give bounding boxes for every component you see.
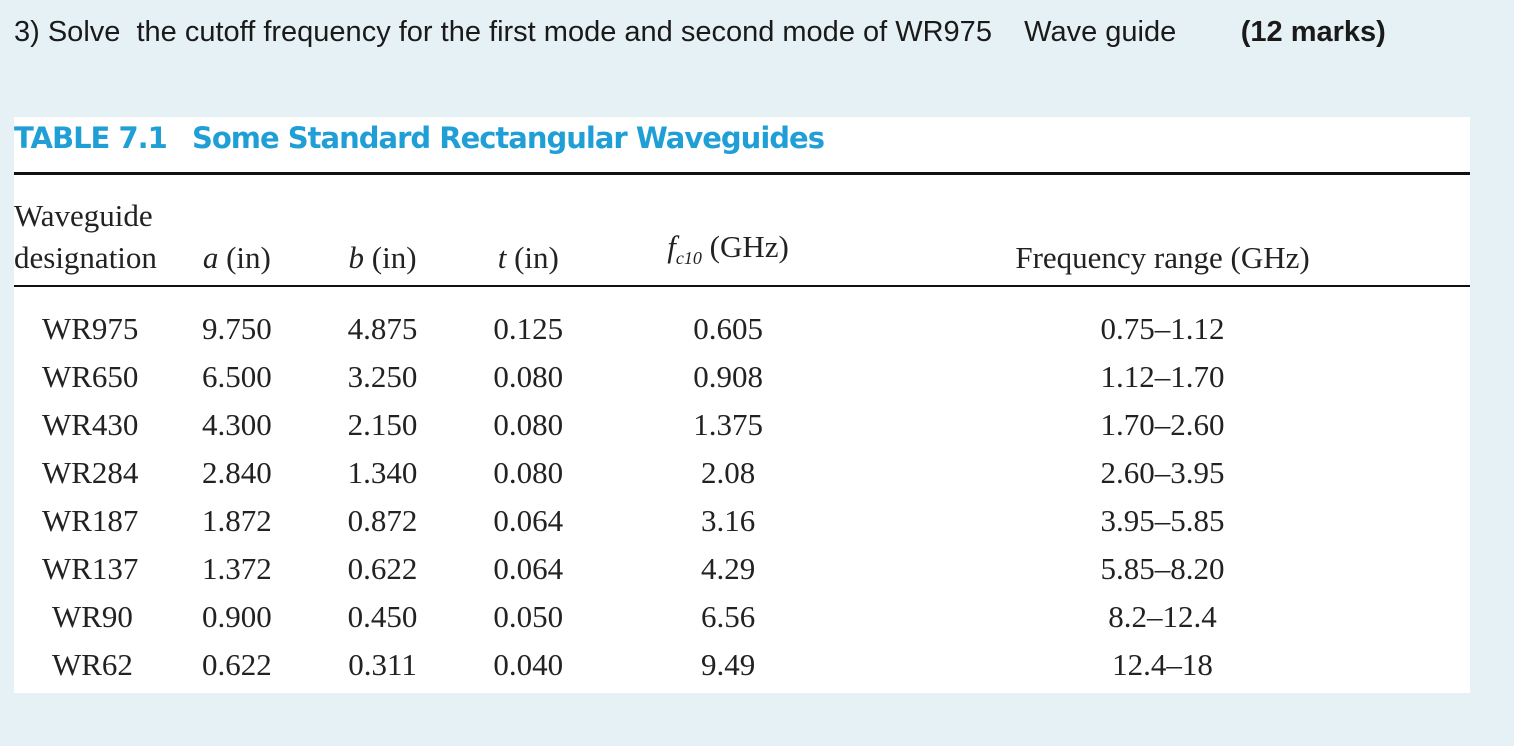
header-text: designation bbox=[14, 240, 157, 275]
header-cell: fc10 (GHz) bbox=[601, 187, 855, 285]
value-cell: 4.875 bbox=[347, 311, 418, 346]
value-cell: 3.250 bbox=[347, 359, 418, 394]
table-row: WR650 6.500 3.250 0.080 0.908 1.12–1.70 bbox=[14, 353, 1470, 401]
table-row: WR137 1.372 0.622 0.064 4.29 5.85–8.20 bbox=[14, 545, 1470, 593]
value-cell: 0.908 bbox=[693, 359, 763, 394]
question-text: 3) Solve the cutoff frequency for the fi… bbox=[14, 16, 1177, 48]
table-row: WR62 0.622 0.311 0.040 9.49 12.4–18 bbox=[14, 641, 1470, 689]
value-cell: 0.872 bbox=[347, 503, 418, 538]
header-cell: Waveguide designation bbox=[14, 187, 164, 285]
value-cell: 0.064 bbox=[493, 503, 564, 538]
value-cell: 9.49 bbox=[700, 647, 756, 682]
value-cell: 1.375 bbox=[693, 407, 763, 442]
header-cell: Frequency range (GHz) bbox=[855, 187, 1470, 285]
value-cell: 0.080 bbox=[493, 359, 564, 394]
table-title: Some Standard Rectangular Waveguides bbox=[192, 121, 825, 155]
header-symbol: f bbox=[667, 228, 676, 264]
value-cell: 0.75–1.12 bbox=[1100, 311, 1225, 346]
value-cell: 12.4–18 bbox=[1112, 647, 1213, 682]
header-symbol: a bbox=[202, 240, 219, 275]
value-cell: 1.70–2.60 bbox=[1100, 407, 1225, 442]
value-cell: 2.150 bbox=[347, 407, 418, 442]
value-cell: 4.300 bbox=[201, 407, 272, 442]
header-text: Waveguide bbox=[14, 198, 153, 233]
value-cell: 4.29 bbox=[700, 551, 756, 586]
value-cell: 3.95–5.85 bbox=[1100, 503, 1225, 538]
header-symbol: t bbox=[497, 240, 507, 275]
value-cell: 0.900 bbox=[201, 599, 272, 634]
header-symbol: b bbox=[348, 240, 365, 275]
header-unit: (in) bbox=[371, 240, 417, 275]
value-cell: 6.500 bbox=[201, 359, 272, 394]
designation-cell: WR650 bbox=[42, 359, 139, 394]
value-cell: 3.16 bbox=[700, 503, 756, 538]
header-row: Waveguide designation a (in) b (in) t (in… bbox=[14, 187, 1470, 285]
table-panel: TABLE 7.1 Some Standard Rectangular Waveg… bbox=[14, 117, 1470, 693]
table-row: WR284 2.840 1.340 0.080 2.08 2.60–3.95 bbox=[14, 449, 1470, 497]
value-cell: 0.450 bbox=[347, 599, 418, 634]
value-cell: 0.311 bbox=[348, 647, 417, 682]
designation-cell: WR430 bbox=[42, 407, 139, 442]
value-cell: 6.56 bbox=[700, 599, 756, 634]
waveguide-table: Waveguide designation a (in) b (in) t (in… bbox=[14, 187, 1470, 689]
question: 3) Solve the cutoff frequency for the fi… bbox=[14, 8, 1434, 56]
header-subscript: c10 bbox=[675, 248, 702, 268]
table-label: TABLE 7.1 bbox=[14, 121, 168, 155]
value-cell: 0.622 bbox=[347, 551, 418, 586]
designation-cell: WR62 bbox=[52, 647, 133, 682]
header-cell: t (in) bbox=[455, 187, 601, 285]
value-cell: 0.064 bbox=[493, 551, 564, 586]
table-caption: TABLE 7.1 Some Standard Rectangular Waveg… bbox=[14, 121, 825, 165]
table-head: Waveguide designation a (in) b (in) t (in… bbox=[14, 187, 1470, 285]
value-cell: 0.080 bbox=[493, 455, 564, 490]
table-body: WR975 9.750 4.875 0.125 0.605 0.75–1.12 WR650 6… bbox=[14, 285, 1470, 689]
value-cell: 5.85–8.20 bbox=[1100, 551, 1225, 586]
value-cell: 8.2–12.4 bbox=[1108, 599, 1217, 634]
rule bbox=[14, 172, 1470, 175]
designation-cell: WR284 bbox=[42, 455, 139, 490]
value-cell: 1.12–1.70 bbox=[1100, 359, 1225, 394]
designation-cell: WR90 bbox=[52, 599, 133, 634]
designation-cell: WR137 bbox=[42, 551, 139, 586]
value-cell: 0.125 bbox=[493, 311, 564, 346]
header-text: Frequency range (GHz) bbox=[1015, 240, 1310, 275]
header-unit: (in) bbox=[514, 240, 559, 275]
table-row: WR430 4.300 2.150 0.080 1.375 1.70–2.60 bbox=[14, 401, 1470, 449]
value-cell: 0.040 bbox=[493, 647, 564, 682]
value-cell: 0.050 bbox=[493, 599, 564, 634]
value-cell: 2.08 bbox=[700, 455, 756, 490]
rule bbox=[14, 285, 1470, 287]
value-cell: 1.872 bbox=[201, 503, 272, 538]
table-row: WR187 1.872 0.872 0.064 3.16 3.95–5.85 bbox=[14, 497, 1470, 545]
value-cell: 0.622 bbox=[201, 647, 272, 682]
designation-cell: WR187 bbox=[42, 503, 139, 538]
value-cell: 2.60–3.95 bbox=[1100, 455, 1225, 490]
value-cell: 1.340 bbox=[347, 455, 418, 490]
value-cell: 2.840 bbox=[201, 455, 272, 490]
value-cell: 0.080 bbox=[493, 407, 564, 442]
question-marks: (12 marks) bbox=[1240, 16, 1386, 48]
value-cell: 9.750 bbox=[201, 311, 272, 346]
header-unit: (GHz) bbox=[709, 228, 789, 264]
value-cell: 1.372 bbox=[201, 551, 272, 586]
table-row: WR975 9.750 4.875 0.125 0.605 0.75–1.12 bbox=[14, 285, 1470, 353]
value-cell: 0.605 bbox=[693, 311, 763, 346]
header-cell: b (in) bbox=[310, 187, 456, 285]
table-row: WR90 0.900 0.450 0.050 6.56 8.2–12.4 bbox=[14, 593, 1470, 641]
header-cell: a (in) bbox=[164, 187, 310, 285]
header-unit: (in) bbox=[226, 240, 271, 275]
designation-cell: WR975 bbox=[42, 311, 139, 346]
